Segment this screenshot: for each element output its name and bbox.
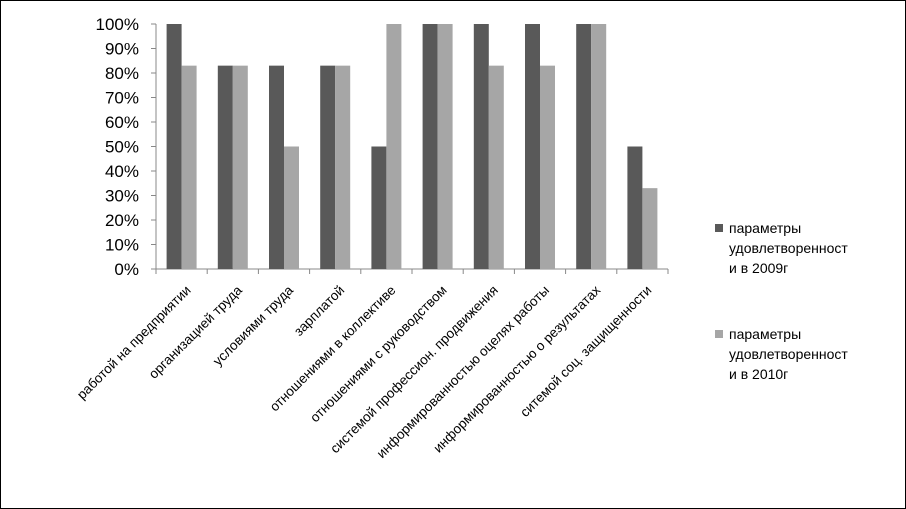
legend-label-2: параметры — [729, 326, 801, 342]
y-tick-label: 40% — [105, 162, 139, 181]
bar-series-2 — [335, 65, 351, 270]
y-tick-label: 50% — [105, 138, 139, 157]
y-tick-label: 30% — [105, 187, 139, 206]
legend-swatch-1 — [715, 224, 723, 232]
y-tick-label: 60% — [105, 113, 139, 132]
bar-series-1 — [320, 65, 336, 270]
bar-series-2 — [232, 65, 248, 270]
y-tick-label: 90% — [105, 40, 139, 59]
bar-series-1 — [422, 24, 438, 269]
bar-series-1 — [525, 24, 540, 269]
legend-label-1: параметры — [729, 220, 801, 236]
legend-label-2: удовлетворенност — [729, 346, 848, 362]
bar-series-2 — [437, 24, 453, 269]
y-tick-label: 0% — [114, 260, 139, 279]
legend-swatch-2 — [715, 330, 723, 338]
bar-series-1 — [217, 65, 233, 270]
bar-series-2 — [284, 146, 299, 269]
y-tick-label: 80% — [105, 64, 139, 83]
y-tick-label: 100% — [96, 15, 139, 34]
legend-label-1: удовлетворенност — [729, 240, 848, 256]
bar-series-2 — [642, 188, 658, 269]
y-tick-label: 70% — [105, 89, 139, 108]
bar-series-1 — [576, 24, 592, 269]
bar-series-1 — [269, 65, 284, 270]
legend-label-1: и в 2009г — [729, 260, 788, 276]
bar-series-2 — [540, 65, 555, 270]
bar-series-1 — [627, 146, 643, 269]
bar-series-1 — [371, 146, 387, 269]
y-axis-labels: 0% 10% 20% 30% 40% 50% 60% 70% 80% 90% 100% — [96, 15, 139, 279]
x-category-label: организацией труда — [146, 282, 245, 381]
legend-label-2: и в 2010г — [729, 366, 788, 382]
bars — [166, 24, 658, 270]
bar-series-2 — [386, 24, 402, 269]
bar-series-1 — [473, 24, 489, 269]
legend: параметры удовлетворенност и в 2009г параме… — [715, 220, 848, 382]
bar-series-2 — [181, 65, 197, 270]
bar-series-1 — [166, 24, 182, 269]
bar-series-2 — [591, 24, 607, 269]
bar-series-2 — [488, 65, 504, 270]
y-tick-label: 10% — [105, 236, 139, 255]
y-tick-label: 20% — [105, 211, 139, 230]
